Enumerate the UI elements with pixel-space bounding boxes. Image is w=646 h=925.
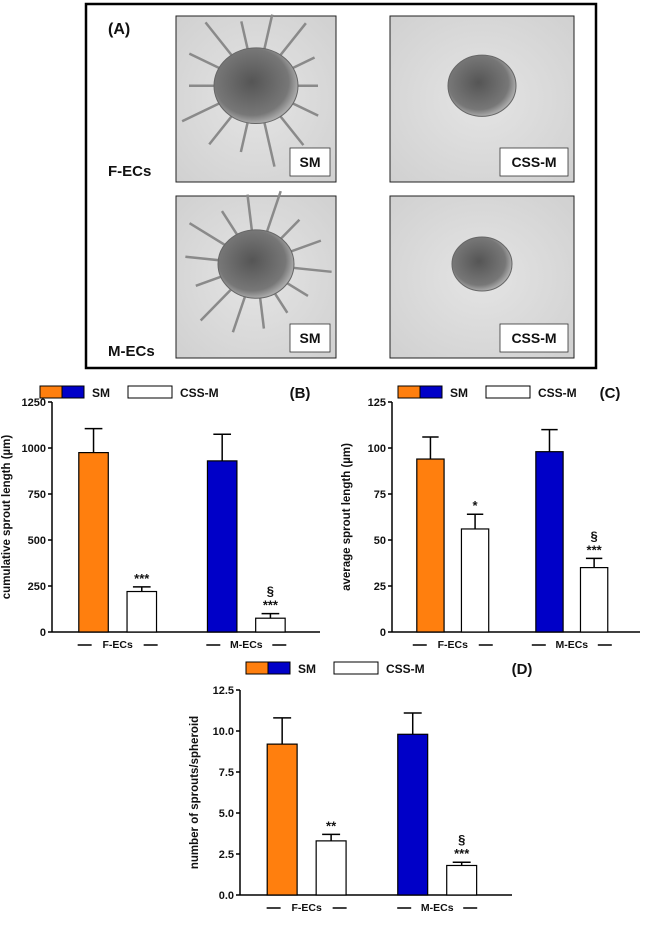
y-tick-label: 0 [380, 627, 386, 639]
x-tick-label: M-ECs [421, 902, 454, 914]
bar [416, 458, 445, 633]
bar [78, 452, 109, 633]
bar [206, 460, 238, 633]
spheroid [447, 54, 517, 117]
x-tick-label: M-ECs [555, 639, 588, 651]
significance-label: *** [134, 571, 150, 586]
bar [579, 566, 609, 633]
y-tick-label: 0.0 [219, 890, 234, 902]
legend-swatch [419, 385, 443, 399]
panel-label: (A) [108, 21, 130, 38]
bar [315, 840, 347, 896]
significance-label: *** [454, 846, 470, 861]
legend-swatch [485, 385, 531, 399]
y-tick-label: 5.0 [219, 808, 234, 820]
panel-a-frame [84, 2, 598, 370]
bar [446, 864, 478, 896]
y-tick-label: 2.5 [219, 849, 234, 861]
x-tick-label: F-ECs [291, 902, 321, 914]
y-tick-label: 125 [368, 397, 386, 409]
x-tick-label: M-ECs [230, 639, 263, 651]
bar [535, 451, 564, 633]
legend-swatch [61, 385, 85, 399]
spheroid [217, 229, 295, 299]
image-label-box [289, 323, 331, 353]
y-axis-label: number of sprouts/spheroid [189, 716, 201, 869]
legend-label: SM [298, 662, 316, 676]
y-tick-label: 1000 [22, 443, 46, 455]
significance-label: * [473, 498, 479, 513]
x-tick-label: F-ECs [102, 639, 132, 651]
panel-label: (D) [512, 661, 533, 678]
significance-label: *** [263, 598, 279, 613]
legend-label: CSS-M [180, 386, 219, 400]
y-tick-label: 7.5 [219, 767, 234, 779]
panel-label: (B) [290, 385, 311, 402]
image-label-box [289, 147, 331, 177]
spheroid [213, 47, 299, 125]
image-label-box [499, 147, 569, 177]
legend-swatch [397, 385, 421, 399]
bar [397, 733, 429, 896]
y-tick-label: 50 [374, 535, 386, 547]
bar [266, 743, 298, 896]
y-tick-label: 12.5 [213, 685, 234, 697]
legend-swatch [127, 385, 173, 399]
row-label: F-ECs [108, 163, 151, 180]
y-tick-label: 500 [28, 535, 46, 547]
significance-label: § [591, 528, 598, 543]
row-label: M-ECs [108, 343, 155, 360]
y-axis-label: cumulative sprout length (µm) [1, 435, 13, 600]
spheroid [451, 236, 513, 292]
significance-label: § [267, 584, 274, 599]
bar [460, 528, 490, 633]
y-tick-label: 250 [28, 581, 46, 593]
y-tick-label: 100 [368, 443, 386, 455]
legend-swatch [39, 385, 63, 399]
image-label-box [499, 323, 569, 353]
legend-swatch [333, 661, 379, 675]
legend-label: SM [450, 386, 468, 400]
image-label: CSS-M [511, 154, 556, 170]
y-axis-label: average sprout length (µm) [341, 443, 353, 591]
legend-label: CSS-M [386, 662, 425, 676]
legend-swatch [267, 661, 291, 675]
y-tick-label: 25 [374, 581, 386, 593]
legend-label: CSS-M [538, 386, 577, 400]
bar [126, 590, 158, 633]
y-tick-label: 0 [40, 627, 46, 639]
image-label: SM [300, 330, 321, 346]
y-tick-label: 10.0 [213, 726, 234, 738]
bar [255, 617, 286, 633]
panel-label: (C) [600, 385, 621, 402]
y-tick-label: 1250 [22, 397, 46, 409]
image-label: SM [300, 154, 321, 170]
legend-swatch [245, 661, 269, 675]
legend-label: SM [92, 386, 110, 400]
significance-label: *** [587, 542, 603, 557]
x-tick-label: F-ECs [438, 639, 468, 651]
significance-label: § [458, 832, 465, 847]
significance-label: ** [326, 818, 337, 833]
image-label: CSS-M [511, 330, 556, 346]
y-tick-label: 75 [374, 489, 386, 501]
y-tick-label: 750 [28, 489, 46, 501]
